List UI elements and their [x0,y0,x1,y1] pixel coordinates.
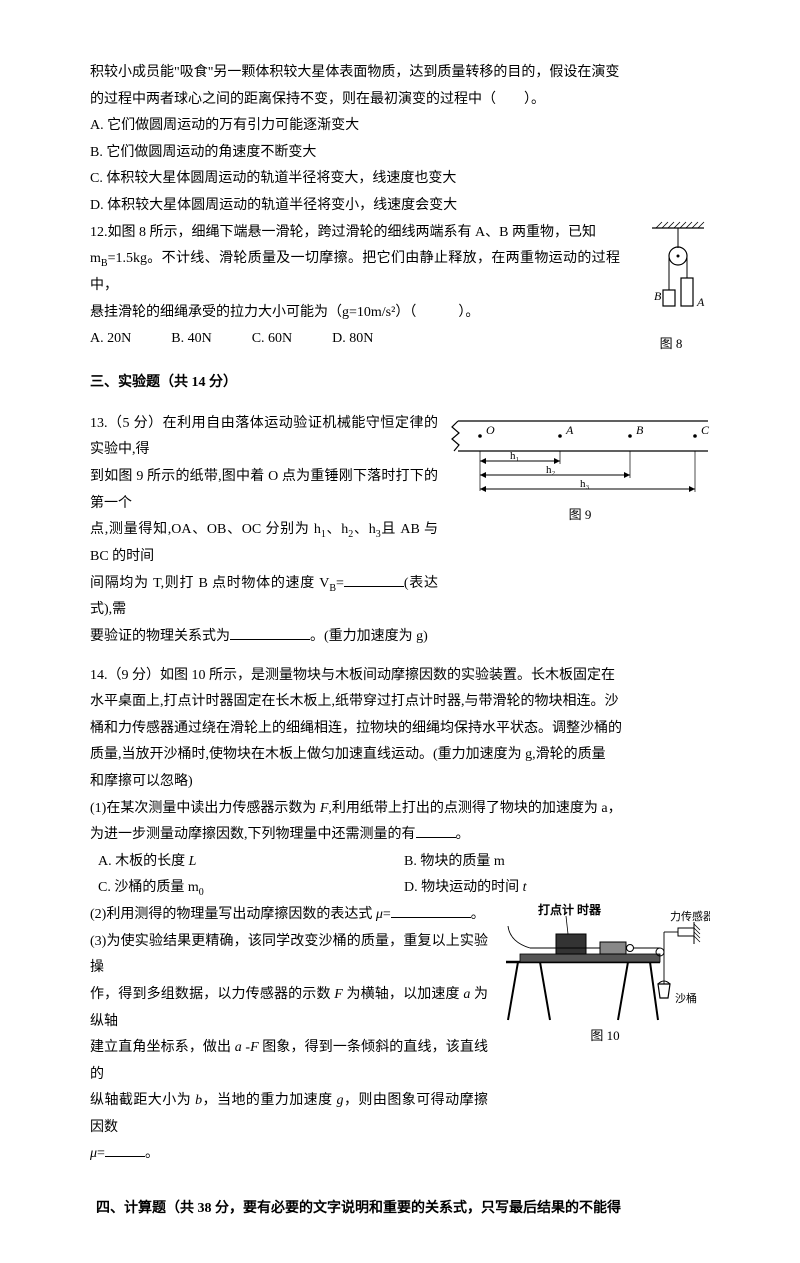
q13-l5: 要验证的物理关系式为。(重力加速度为 g) [90,624,438,651]
svg-text:C: C [701,423,710,437]
figure-9: O A B C h₁ h₂ h₃ 图 9 [450,411,710,528]
q14-blank3 [105,1142,145,1157]
q12-stem2b: =1.5kg。不计线、滑轮质量及一切摩擦。把它们由静止释放，在两重物运动的过程中… [90,251,620,293]
q14-options: A. 木板的长度 L B. 物块的质量 m C. 沙桶的质量 m0 D. 物块运… [90,849,710,902]
q11-stem1: 积较小成员能"吸食"另一颗体积较大星体表面物质，达到质量转移的目的，假设在演变 [90,60,710,87]
q12-m: m [90,251,101,266]
q14-p3-4: 纵轴截距大小为 b，当地的重力加速度 g，则由图象可得动摩擦因数 [90,1088,488,1141]
svg-text:B: B [636,423,644,437]
q12-stem2: mB=1.5kg。不计线、滑轮质量及一切摩擦。把它们由静止释放，在两重物运动的过… [90,246,620,299]
q13-blank1 [344,572,404,587]
figure-10-caption: 图 10 [500,1024,710,1049]
q12-option-d: D. 80N [332,326,373,353]
q14-blank1 [416,823,456,838]
q13-l2: 到如图 9 所示的纸带,图中着 O 点为重锤刚下落时打下的第一个 [90,464,438,517]
q13-text: 13.（5 分）在利用自由落体运动验证机械能守恒定律的实验中,得 到如图 9 所… [90,411,438,651]
q14-p1: (1)在某次测量中读出力传感器示数为 F,利用纸带上打出的点测得了物块的加速度为… [90,796,710,823]
q12-option-a: A. 20N [90,326,131,353]
q14-l4: 质量,当放开沙桶时,使物块在木板上做匀加速直线运动。(重力加速度为 g,滑轮的质… [90,742,710,769]
q11-option-d: D. 体积较大星体圆周运动的轨道半径将变小，线速度会变大 [90,193,710,220]
svg-text:A: A [696,295,705,309]
q13-l4: 间隔均为 T,则打 B 点时物体的速度 VB=(表达式),需 [90,571,438,624]
q13-row: 13.（5 分）在利用自由落体运动验证机械能守恒定律的实验中,得 到如图 9 所… [90,411,710,651]
svg-text:沙桶: 沙桶 [675,991,697,1005]
q12-stem3: 悬挂滑轮的细绳承受的拉力大小可能为（g=10m/s²）（ ）。 [90,300,620,327]
q14-l5: 和摩擦可以忽略) [90,769,710,796]
svg-text:A: A [565,423,574,437]
q11-option-b: B. 它们做圆周运动的角速度不断变大 [90,140,710,167]
q14-option-c: C. 沙桶的质量 m0 [98,875,404,902]
q14-p3-5: μ=。 [90,1141,488,1168]
q14-option-a: A. 木板的长度 L [98,849,404,876]
q12-option-c: C. 60N [252,326,292,353]
q14-l3: 桶和力传感器通过绕在滑轮上的细绳相连，拉物块的细绳均保持水平状态。调整沙桶的 [90,716,710,743]
q13-l3: 点,测量得知,OA、OB、OC 分别为 h1、h2、h3且 AB 与 BC 的时… [90,517,438,570]
q14-l2: 水平桌面上,打点计时器固定在长木板上,纸带穿过打点计时器,与带滑轮的物块相连。沙 [90,689,710,716]
q11-option-a: A. 它们做圆周运动的万有引力可能逐渐变大 [90,113,710,140]
q14-p3-2: 作，得到多组数据，以力传感器的示数 F 为横轴，以加速度 a 为纵轴 [90,982,488,1035]
q14-p3-1: (3)为使实验结果更精确，该同学改变沙桶的质量，重复以上实验操 [90,929,488,982]
q12-options: A. 20N B. 40N C. 60N D. 80N [90,326,620,353]
q13-l1: 13.（5 分）在利用自由落体运动验证机械能守恒定律的实验中,得 [90,411,438,464]
q14-p1c: 为进一步测量动摩擦因数,下列物理量中还需测量的有。 [90,822,710,849]
q14-p2: (2)利用测得的物理量写出动摩擦因数的表达式 μ=。 [90,902,488,929]
svg-text:力传感器: 力传感器 [670,910,710,923]
q11-option-c: C. 体积较大星体圆周运动的轨道半径将变大，线速度也变大 [90,166,710,193]
q12-row: 12.如图 8 所示，细绳下端悬一滑轮，跨过滑轮的细线两端系有 A、B 两重物，… [90,220,710,357]
svg-text:B: B [654,289,662,303]
section-4-title: 四、计算题（共 38 分，要有必要的文字说明和重要的关系式，只写最后结果的不能得 [90,1196,710,1223]
experiment-apparatus-icon: 打点计 时器 力传感器 沙桶 [500,902,710,1022]
svg-text:h₃: h₃ [580,478,590,490]
q11-stem2: 的过程中两者球心之间的距离保持不变，则在最初演变的过程中（ ）。 [90,87,710,114]
q14-l1: 14.（9 分）如图 10 所示，是测量物块与木板间动摩擦因数的实验装置。长木板… [90,663,710,690]
q14-p3-3: 建立直角坐标系，做出 a -F 图象，得到一条倾斜的直线，该直线的 [90,1035,488,1088]
q14-text2: (2)利用测得的物理量写出动摩擦因数的表达式 μ=。 (3)为使实验结果更精确，… [90,902,488,1168]
figure-9-caption: 图 9 [450,503,710,528]
svg-text:打点计 时器: 打点计 时器 [538,902,602,917]
svg-text:h₂: h₂ [546,464,556,476]
q14-option-b: B. 物块的质量 m [404,849,710,876]
q12-option-b: B. 40N [171,326,211,353]
q14-blank2 [391,903,471,918]
svg-text:h₁: h₁ [510,450,520,462]
q13-blank2 [230,625,310,640]
svg-text:O: O [486,423,495,437]
pulley-diagram-icon: B A [632,220,710,330]
tape-diagram-icon: O A B C h₁ h₂ h₃ [450,411,710,501]
q12-stem1: 12.如图 8 所示，细绳下端悬一滑轮，跨过滑轮的细线两端系有 A、B 两重物，… [90,220,620,247]
section-3-title: 三、实验题（共 14 分） [90,370,710,397]
q14-option-d: D. 物块运动的时间 t [404,875,710,902]
figure-10: 打点计 时器 力传感器 沙桶 [500,902,710,1049]
q14-row: (2)利用测得的物理量写出动摩擦因数的表达式 μ=。 (3)为使实验结果更精确，… [90,902,710,1168]
q12-text: 12.如图 8 所示，细绳下端悬一滑轮，跨过滑轮的细线两端系有 A、B 两重物，… [90,220,620,353]
q12-sub-b: B [101,258,108,269]
figure-8: B A 图 8 [632,220,710,357]
figure-8-caption: 图 8 [632,332,710,357]
